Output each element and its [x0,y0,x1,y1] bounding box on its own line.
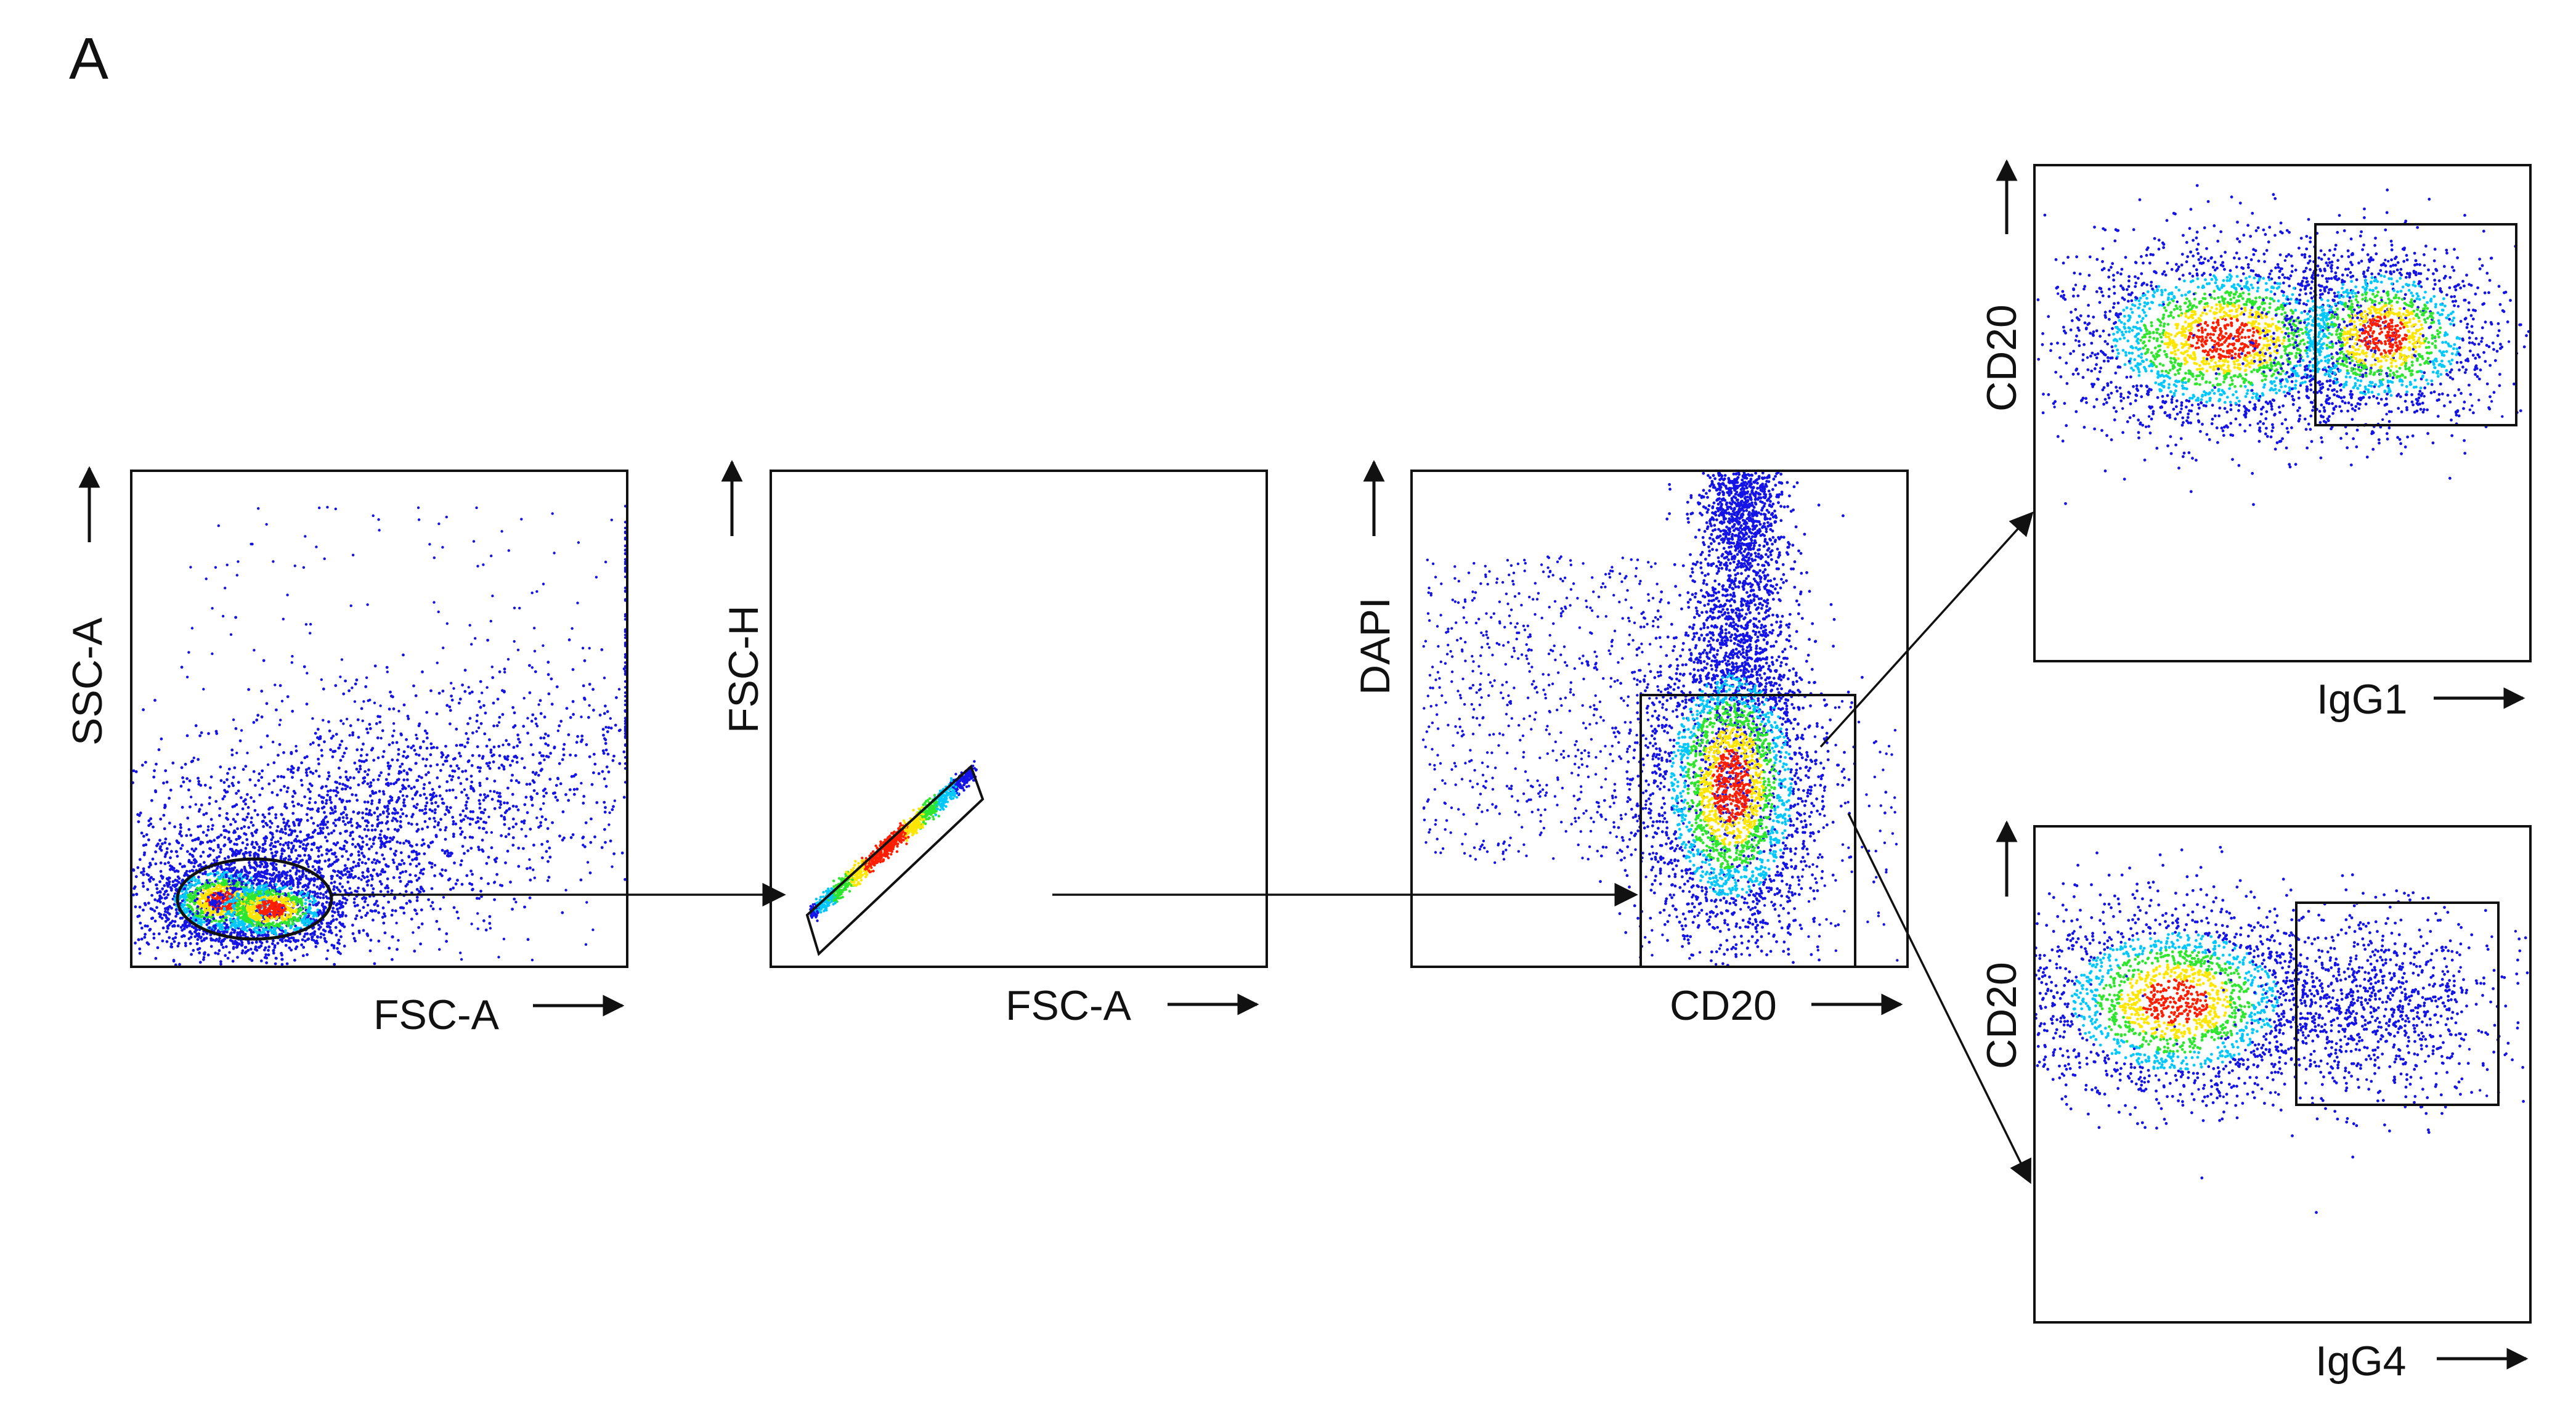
plot-frame-scatter [130,470,628,968]
gate-lymphocytes [176,857,333,941]
plot-live-cd20: DAPI CD20 [1352,460,1909,1029]
y-axis-label-singlets: FSC-H [720,605,767,733]
plot-frame-singlets [770,470,1268,968]
flow-arrow-live-to-igg1 [1819,511,2034,748]
gate-igg4 [2295,901,2500,1106]
density-dots-live-cd20 [1421,470,1899,967]
x-axis-label-singlets: FSC-A [1006,982,1132,1029]
gate-igg1 [2314,223,2517,426]
x-axis-label-live-cd20: CD20 [1670,982,1777,1029]
plot-igg4: CD20 IgG4 [1978,820,2532,1385]
density-dots-igg1 [2036,184,2530,507]
plot-frame-igg1 [2033,164,2532,662]
gate-live-cd20 [1639,694,1856,968]
y-axis-label-igg1: CD20 [1978,304,2025,412]
flow-arrow-live-to-igg4 [1847,813,2031,1184]
panel-letter: A [69,26,108,92]
density-dots-scatter [131,505,627,967]
y-axis-label-scatter: SSC-A [64,617,111,746]
plot-scatter: SSC-A FSC-A [64,466,628,1038]
y-axis-label-igg4: CD20 [1978,962,2025,1069]
plot-singlets: FSC-H FSC-A [720,460,1268,1029]
x-axis-label-igg1: IgG1 [2317,676,2407,723]
plot-frame-igg4 [2033,825,2532,1324]
x-axis-label-igg4: IgG4 [2315,1338,2406,1385]
y-axis-label-live-cd20: DAPI [1352,597,1399,695]
x-axis-label-scatter: FSC-A [373,991,500,1038]
plot-igg1: CD20 IgG1 [1978,159,2532,723]
gate-singlets [805,764,985,956]
density-dots-igg4 [2034,845,2529,1215]
